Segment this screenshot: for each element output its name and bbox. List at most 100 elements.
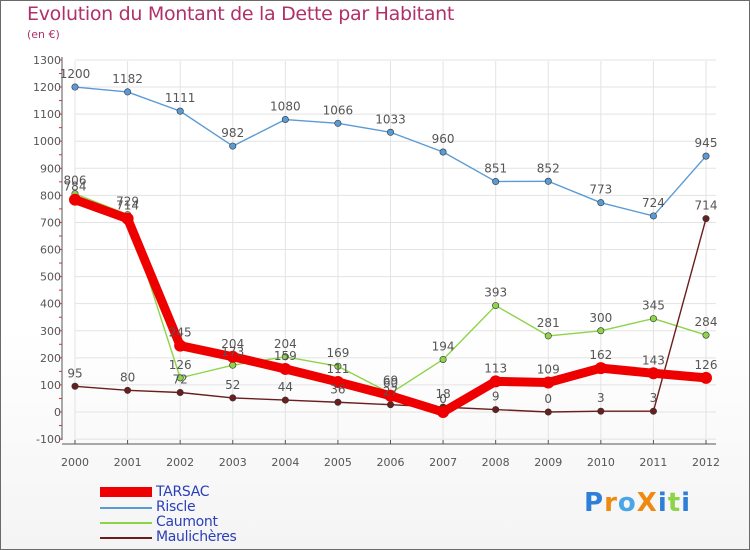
data-label-tarsac: 162 xyxy=(589,348,612,362)
data-point-riscle xyxy=(597,199,605,207)
data-label-riscle: 1033 xyxy=(375,112,406,126)
series-lines xyxy=(69,83,712,418)
data-label-maulichres: 3 xyxy=(597,391,605,405)
logo-letter: o xyxy=(617,488,637,518)
data-label-tarsac: 159 xyxy=(274,349,297,363)
x-tick-label: 2008 xyxy=(482,456,510,469)
data-point-riscle xyxy=(176,107,184,115)
data-label-tarsac: 60 xyxy=(383,376,398,390)
x-tick-label: 2010 xyxy=(587,456,615,469)
data-label-tarsac: 0 xyxy=(439,392,447,406)
data-label-caumont: 69 xyxy=(383,373,398,387)
legend-swatch-maulicheres xyxy=(100,537,152,539)
y-tick-label: 0 xyxy=(54,406,61,419)
data-point-riscle xyxy=(334,119,342,127)
data-label-caumont: 345 xyxy=(642,299,665,313)
data-point-riscle xyxy=(649,212,657,220)
data-point-riscle xyxy=(281,116,289,124)
data-label-tarsac: 784 xyxy=(64,180,87,194)
data-label-riscle: 982 xyxy=(221,126,244,140)
data-label-tarsac: 714 xyxy=(116,199,139,213)
data-label-caumont: 281 xyxy=(537,316,560,330)
data-label-riscle: 945 xyxy=(695,136,718,150)
data-label-maulichres: 72 xyxy=(173,373,188,387)
y-tick-label: 1100 xyxy=(33,108,61,121)
logo-letter: i xyxy=(681,488,692,518)
data-point-maulichres xyxy=(71,382,79,390)
data-label-tarsac: 111 xyxy=(326,362,349,376)
data-point-tarsac xyxy=(542,376,555,389)
y-tick-label: 500 xyxy=(40,271,61,284)
logo-letter: i xyxy=(657,488,668,518)
data-point-caumont xyxy=(334,362,342,370)
grid-lines xyxy=(74,59,716,440)
data-label-caumont: 194 xyxy=(432,339,455,353)
data-point-tarsac xyxy=(700,371,712,384)
data-point-tarsac xyxy=(121,212,134,225)
x-tick-label: 2001 xyxy=(114,456,142,469)
data-point-tarsac xyxy=(174,339,187,352)
y-tick-label: 600 xyxy=(40,244,61,257)
x-tick-label: 2007 xyxy=(429,456,457,469)
proxiti-logo: ProXiti xyxy=(584,488,691,518)
legend-label-tarsac: TARSAC xyxy=(156,484,210,500)
data-point-tarsac xyxy=(647,367,660,380)
x-tick-label: 2006 xyxy=(377,456,405,469)
data-label-maulichres: 9 xyxy=(492,390,500,404)
x-tick-label: 2011 xyxy=(639,456,667,469)
y-tick-label: 400 xyxy=(40,298,61,311)
data-point-caumont xyxy=(281,353,289,361)
data-point-riscle xyxy=(124,88,132,96)
data-point-maulichres xyxy=(124,386,132,394)
data-label-riscle: 724 xyxy=(642,196,665,210)
data-point-caumont xyxy=(176,374,184,382)
data-point-riscle xyxy=(386,128,394,136)
data-label-riscle: 851 xyxy=(484,162,507,176)
data-label-maulichres: 3 xyxy=(650,391,658,405)
data-label-tarsac: 245 xyxy=(169,326,192,340)
data-label-maulichres: 95 xyxy=(67,366,82,380)
data-point-maulichres xyxy=(702,215,710,223)
data-label-maulichres: 0 xyxy=(544,392,552,406)
logo-letter: t xyxy=(667,488,682,518)
data-point-caumont xyxy=(544,332,552,340)
data-point-maulichres xyxy=(649,407,657,415)
data-label-caumont: 173 xyxy=(221,345,244,359)
data-label-caumont: 729 xyxy=(116,195,139,209)
data-point-tarsac xyxy=(69,193,81,206)
data-point-caumont xyxy=(492,302,500,310)
data-point-caumont xyxy=(649,315,657,323)
data-label-maulichres: 714 xyxy=(695,199,718,213)
legend-swatch-tarsac xyxy=(100,487,152,497)
data-label-maulichres: 36 xyxy=(330,382,345,396)
data-label-riscle: 960 xyxy=(432,132,455,146)
legend-label-maulicheres: Maulichères xyxy=(156,529,237,545)
data-point-tarsac xyxy=(384,389,397,402)
data-label-maulichres: 27 xyxy=(383,385,398,399)
data-point-tarsac xyxy=(594,362,607,375)
data-point-tarsac xyxy=(437,406,450,418)
y-tick-label: 200 xyxy=(40,352,61,365)
data-label-riscle: 773 xyxy=(589,183,612,197)
y-tick-label: 1300 xyxy=(33,54,61,67)
chart-subtitle: (en €) xyxy=(27,28,60,41)
data-point-maulichres xyxy=(334,398,342,406)
y-tick-label: 1200 xyxy=(33,81,61,94)
data-point-tarsac xyxy=(331,375,344,388)
y-tick-label: 300 xyxy=(40,325,61,338)
data-point-tarsac xyxy=(226,350,239,363)
y-tick-label: -100 xyxy=(36,433,61,446)
x-tick-label: 2005 xyxy=(324,456,352,469)
x-tick-label: 2012 xyxy=(692,456,720,469)
logo-letter: r xyxy=(604,488,618,518)
data-label-caumont: 393 xyxy=(484,286,507,300)
data-point-caumont xyxy=(439,355,447,363)
data-label-maulichres: 44 xyxy=(278,380,293,394)
data-point-riscle xyxy=(71,83,79,91)
legend-label-caumont: Caumont xyxy=(156,514,218,530)
legend-swatch-riscle xyxy=(100,507,152,509)
y-tick-label: 900 xyxy=(40,162,61,175)
data-label-caumont: 806 xyxy=(64,174,87,188)
